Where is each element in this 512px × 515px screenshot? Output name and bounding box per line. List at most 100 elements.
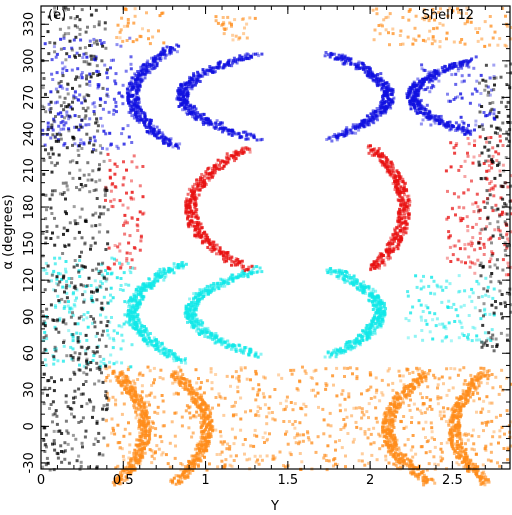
blue-point bbox=[429, 123, 433, 127]
orange-point bbox=[377, 24, 381, 27]
blue-point bbox=[456, 61, 460, 65]
orange-point bbox=[124, 466, 128, 470]
red-point bbox=[396, 192, 400, 196]
blue-point bbox=[462, 126, 466, 130]
blue-point bbox=[465, 127, 469, 131]
red-point bbox=[489, 180, 493, 184]
red-point bbox=[448, 245, 452, 249]
blue-point bbox=[416, 77, 420, 81]
blue-point bbox=[121, 127, 125, 131]
orange-point bbox=[111, 426, 115, 430]
red-point bbox=[123, 232, 127, 236]
red-point bbox=[380, 255, 383, 259]
orange-point bbox=[114, 402, 117, 406]
red-point bbox=[132, 154, 136, 158]
red-point bbox=[388, 244, 392, 248]
orange-point bbox=[209, 435, 213, 439]
orange-point bbox=[132, 451, 136, 455]
red-point bbox=[370, 153, 374, 157]
orange-point bbox=[465, 6, 469, 10]
orange-point bbox=[381, 421, 385, 425]
orange-point bbox=[121, 454, 125, 458]
red-point bbox=[108, 168, 112, 172]
red-point bbox=[458, 247, 462, 251]
blue-point bbox=[490, 88, 494, 92]
red-point bbox=[399, 227, 403, 230]
orange-point bbox=[406, 438, 410, 441]
orange-point bbox=[191, 461, 195, 465]
orange-point bbox=[134, 393, 138, 397]
orange-point bbox=[146, 410, 149, 414]
blue-point bbox=[425, 115, 429, 119]
orange-point bbox=[466, 17, 470, 21]
orange-point bbox=[185, 466, 189, 470]
orange-point bbox=[138, 417, 141, 421]
red-point bbox=[378, 158, 382, 162]
orange-point bbox=[267, 411, 271, 415]
orange-point bbox=[362, 413, 366, 417]
blue-point bbox=[448, 99, 452, 103]
red-point bbox=[391, 249, 395, 253]
blue-point bbox=[132, 108, 136, 112]
orange-point bbox=[329, 424, 333, 428]
orange-point bbox=[255, 434, 259, 438]
blue-point bbox=[179, 103, 183, 107]
orange-point bbox=[204, 405, 208, 409]
orange-point bbox=[416, 385, 420, 389]
blue-point bbox=[79, 73, 83, 77]
orange-point bbox=[471, 462, 475, 466]
orange-point bbox=[228, 463, 232, 467]
orange-point bbox=[150, 449, 154, 453]
orange-point bbox=[457, 411, 461, 415]
orange-point bbox=[207, 406, 211, 410]
orange-point bbox=[453, 442, 457, 446]
red-point bbox=[374, 266, 378, 270]
orange-point bbox=[477, 372, 481, 376]
orange-point bbox=[499, 413, 502, 417]
red-point bbox=[396, 219, 399, 223]
orange-point bbox=[114, 375, 118, 379]
orange-point bbox=[195, 387, 199, 391]
red-point bbox=[399, 198, 403, 202]
blue-point bbox=[169, 137, 173, 141]
orange-point bbox=[200, 398, 204, 402]
blue-point bbox=[482, 111, 486, 114]
orange-point bbox=[497, 392, 501, 396]
orange-point bbox=[484, 421, 488, 424]
orange-point bbox=[199, 451, 203, 455]
orange-point bbox=[344, 454, 347, 458]
blue-point bbox=[353, 125, 357, 129]
orange-point bbox=[191, 396, 195, 400]
red-point bbox=[379, 256, 383, 259]
blue-point bbox=[454, 82, 458, 86]
orange-point bbox=[141, 431, 145, 435]
orange-point bbox=[117, 479, 121, 483]
orange-point bbox=[220, 23, 224, 27]
blue-point bbox=[177, 44, 181, 48]
orange-point bbox=[389, 407, 393, 410]
orange-point bbox=[203, 411, 207, 415]
blue-point bbox=[343, 54, 347, 58]
orange-point bbox=[135, 38, 139, 42]
blue-point bbox=[340, 58, 344, 62]
orange-point bbox=[138, 442, 142, 446]
blue-point bbox=[212, 67, 216, 71]
red-point bbox=[193, 193, 197, 197]
blue-point bbox=[109, 142, 113, 146]
orange-point bbox=[386, 15, 390, 19]
blue-point bbox=[430, 86, 433, 90]
red-point bbox=[401, 230, 405, 234]
red-point bbox=[234, 258, 238, 262]
orange-point bbox=[120, 16, 124, 20]
orange-point bbox=[301, 433, 305, 437]
blue-point bbox=[208, 67, 212, 70]
red-point bbox=[118, 199, 122, 203]
orange-point bbox=[342, 366, 346, 370]
orange-point bbox=[154, 427, 158, 431]
blue-point bbox=[141, 71, 145, 75]
orange-point bbox=[454, 426, 458, 430]
orange-point bbox=[223, 28, 227, 31]
blue-point bbox=[136, 101, 140, 105]
blue-point bbox=[187, 86, 191, 90]
red-point bbox=[210, 249, 214, 253]
